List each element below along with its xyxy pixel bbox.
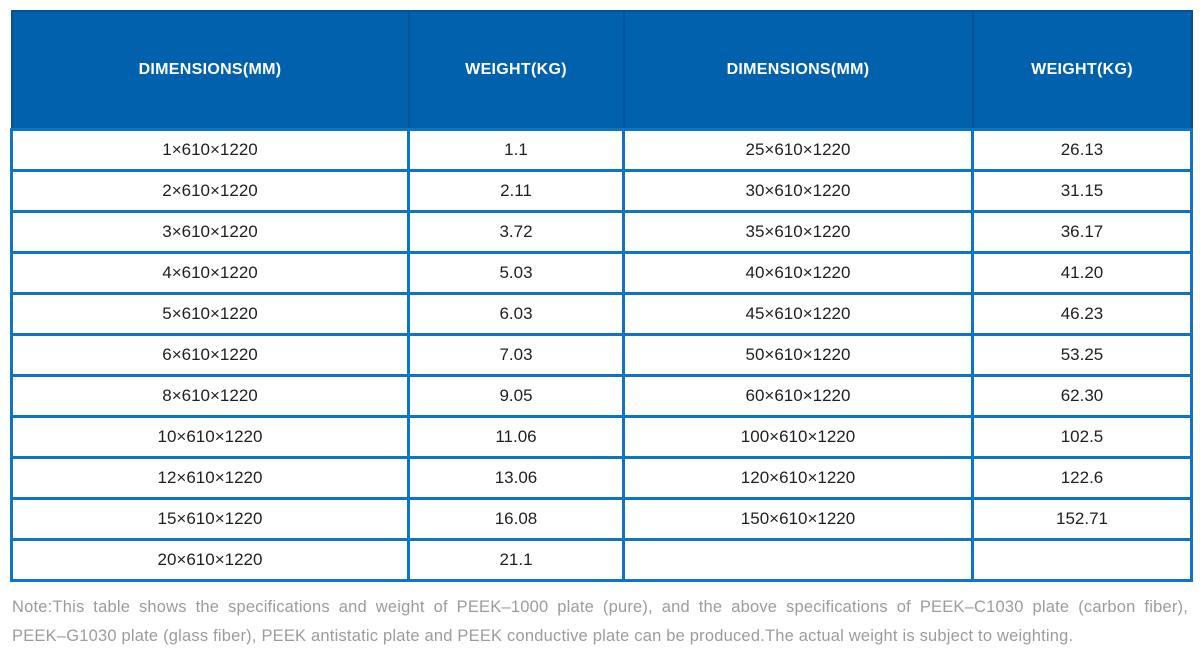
spec-table: DIMENSIONS(MM) WEIGHT(KG) DIMENSIONS(MM)… [10, 10, 1193, 582]
table-row: 10×610×1220 11.06 100×610×1220 102.5 [10, 414, 1193, 459]
weight-cell: 41.20 [971, 250, 1193, 295]
table-row: 4×610×1220 5.03 40×610×1220 41.20 [10, 250, 1193, 295]
table-row: 8×610×1220 9.05 60×610×1220 62.30 [10, 373, 1193, 418]
weight-cell: 53.25 [971, 332, 1193, 377]
table-row: 15×610×1220 16.08 150×610×1220 152.71 [10, 496, 1193, 541]
weight-cell: 6.03 [407, 291, 625, 336]
weight-cell: 102.5 [971, 414, 1193, 459]
dimension-cell: 45×610×1220 [622, 291, 974, 336]
note-line-2: PEEK–G1030 plate (glass fiber), PEEK ant… [12, 626, 1074, 645]
column-header-dimensions-left: DIMENSIONS(MM) [10, 10, 410, 130]
dimension-cell: 15×610×1220 [10, 496, 410, 541]
dimension-cell: 25×610×1220 [622, 127, 974, 172]
table-row: 2×610×1220 2.11 30×610×1220 31.15 [10, 168, 1193, 213]
column-header-weight-right: WEIGHT(KG) [971, 10, 1193, 130]
dimension-cell: 3×610×1220 [10, 209, 410, 254]
dimension-cell: 60×610×1220 [622, 373, 974, 418]
dimension-cell: 35×610×1220 [622, 209, 974, 254]
weight-cell: 13.06 [407, 455, 625, 500]
weight-cell: 11.06 [407, 414, 625, 459]
weight-cell: 36.17 [971, 209, 1193, 254]
dimension-cell: 50×610×1220 [622, 332, 974, 377]
note: Note:This table shows the specifications… [10, 593, 1190, 651]
weight-cell: 5.03 [407, 250, 625, 295]
dimension-cell: 40×610×1220 [622, 250, 974, 295]
weight-cell: 31.15 [971, 168, 1193, 213]
dimension-cell: 120×610×1220 [622, 455, 974, 500]
column-header-dimensions-right: DIMENSIONS(MM) [622, 10, 974, 130]
weight-cell: 2.11 [407, 168, 625, 213]
table-body: 1×610×1220 1.1 25×610×1220 26.13 2×610×1… [10, 127, 1193, 582]
weight-cell: 62.30 [971, 373, 1193, 418]
dimension-cell: 30×610×1220 [622, 168, 974, 213]
weight-cell: 152.71 [971, 496, 1193, 541]
weight-cell: 16.08 [407, 496, 625, 541]
dimension-cell: 1×610×1220 [10, 127, 410, 172]
header-row: DIMENSIONS(MM) WEIGHT(KG) DIMENSIONS(MM)… [10, 10, 1193, 130]
dimension-cell: 8×610×1220 [10, 373, 410, 418]
weight-cell: 7.03 [407, 332, 625, 377]
weight-cell: 3.72 [407, 209, 625, 254]
table-row: 5×610×1220 6.03 45×610×1220 46.23 [10, 291, 1193, 336]
table-row: 3×610×1220 3.72 35×610×1220 36.17 [10, 209, 1193, 254]
weight-cell: 9.05 [407, 373, 625, 418]
dimension-cell: 5×610×1220 [10, 291, 410, 336]
weight-cell: 21.1 [407, 537, 625, 582]
weight-cell: 1.1 [407, 127, 625, 172]
weight-cell: 46.23 [971, 291, 1193, 336]
table-row: 20×610×1220 21.1 [10, 537, 1193, 582]
note-line-1: Note:This table shows the specifications… [12, 597, 1188, 616]
dimension-cell: 100×610×1220 [622, 414, 974, 459]
table-row: 6×610×1220 7.03 50×610×1220 53.25 [10, 332, 1193, 377]
column-header-weight-left: WEIGHT(KG) [407, 10, 625, 130]
weight-cell: 122.6 [971, 455, 1193, 500]
dimension-cell: 4×610×1220 [10, 250, 410, 295]
table-row: 1×610×1220 1.1 25×610×1220 26.13 [10, 127, 1193, 172]
dimension-cell [622, 537, 974, 582]
weight-cell [971, 537, 1193, 582]
dimension-cell: 6×610×1220 [10, 332, 410, 377]
table-row: 12×610×1220 13.06 120×610×1220 122.6 [10, 455, 1193, 500]
dimension-cell: 20×610×1220 [10, 537, 410, 582]
dimension-cell: 10×610×1220 [10, 414, 410, 459]
table-header: DIMENSIONS(MM) WEIGHT(KG) DIMENSIONS(MM)… [10, 10, 1193, 130]
dimension-cell: 12×610×1220 [10, 455, 410, 500]
dimension-cell: 2×610×1220 [10, 168, 410, 213]
dimension-cell: 150×610×1220 [622, 496, 974, 541]
weight-cell: 26.13 [971, 127, 1193, 172]
